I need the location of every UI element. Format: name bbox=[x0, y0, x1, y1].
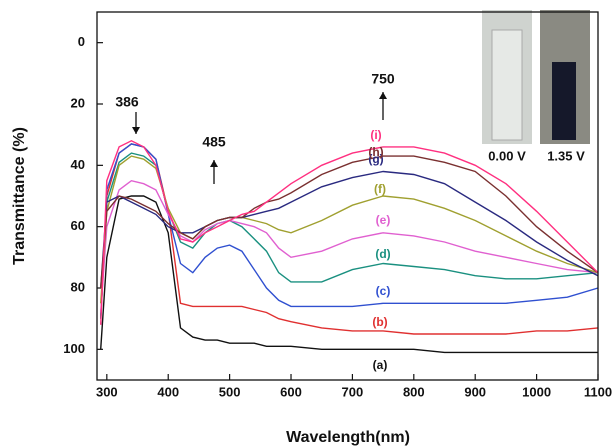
annotation: 750 bbox=[371, 71, 395, 87]
x-tick-label: 300 bbox=[96, 384, 118, 399]
x-tick-label: 600 bbox=[280, 384, 302, 399]
series-line bbox=[100, 170, 599, 289]
series-line bbox=[100, 140, 599, 325]
inset: 0.00 V 1.35 V bbox=[482, 10, 590, 163]
arrow-head bbox=[132, 127, 140, 134]
x-tick-label: 900 bbox=[464, 384, 486, 399]
y-tick-label: 100 bbox=[63, 341, 85, 356]
series-label: (h) bbox=[368, 145, 383, 159]
x-tick-label: 400 bbox=[157, 384, 179, 399]
arrow-head bbox=[210, 160, 218, 167]
series-label: (a) bbox=[373, 358, 388, 372]
y-axis-label: Transmittance (%) bbox=[11, 127, 28, 265]
annotation: 386 bbox=[115, 94, 139, 110]
cell bbox=[552, 62, 576, 140]
series-line bbox=[100, 152, 599, 319]
series-line bbox=[100, 195, 598, 354]
series-label: (b) bbox=[372, 315, 387, 329]
inset-label: 1.35 V bbox=[547, 148, 585, 163]
x-tick-label: 700 bbox=[342, 384, 364, 399]
plot-frame bbox=[96, 11, 599, 381]
annotation: 485 bbox=[202, 134, 226, 150]
inset-label: 0.00 V bbox=[488, 148, 526, 163]
x-tick-label: 1000 bbox=[522, 384, 551, 399]
series-label: (g) bbox=[368, 152, 383, 166]
series-line bbox=[100, 143, 599, 335]
x-tick-label: 500 bbox=[219, 384, 241, 399]
cell bbox=[491, 29, 523, 141]
y-tick-label: 0 bbox=[78, 34, 85, 49]
y-tick-label: 40 bbox=[71, 157, 85, 172]
series-line bbox=[100, 179, 599, 313]
y-tick-label: 60 bbox=[71, 218, 85, 233]
series-label: (d) bbox=[375, 247, 390, 261]
x-tick-label: 800 bbox=[403, 384, 425, 399]
series-line bbox=[100, 143, 599, 319]
x-axis-label: Wavelength(nm) bbox=[286, 429, 410, 446]
series-label: (c) bbox=[376, 284, 391, 298]
series-line bbox=[100, 155, 599, 289]
arrow-head bbox=[379, 92, 387, 99]
x-tick-label: 1100 bbox=[584, 384, 612, 399]
series-label: (i) bbox=[370, 128, 381, 142]
y-tick-label: 80 bbox=[71, 279, 85, 294]
series-line bbox=[100, 155, 599, 304]
series-label: (f) bbox=[374, 182, 386, 196]
y-tick-label: 20 bbox=[71, 95, 85, 110]
series-label: (e) bbox=[376, 213, 391, 227]
